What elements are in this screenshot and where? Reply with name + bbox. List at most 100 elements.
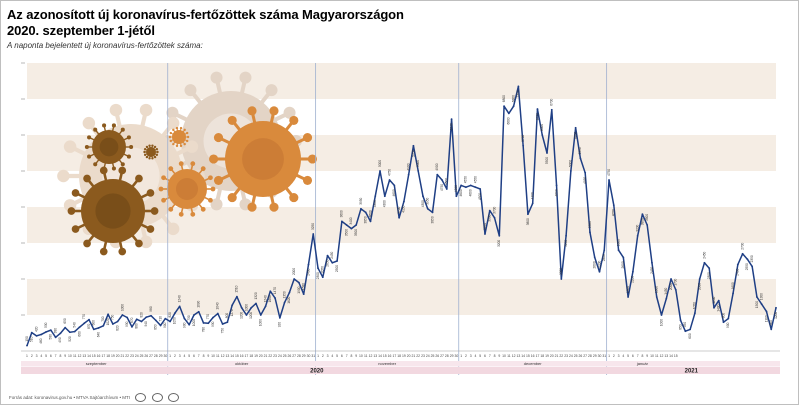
data-point [307, 263, 310, 266]
data-point [221, 323, 224, 325]
x-tick-label: 31 [602, 354, 606, 358]
data-point [674, 288, 677, 291]
x-tick-label: 24 [426, 354, 430, 358]
data-label: 820 [115, 325, 119, 331]
x-tick-label: 1 [460, 354, 462, 358]
data-label: 4750 [387, 169, 391, 176]
data-label: 6200 [573, 132, 577, 139]
x-tick-label: 11 [73, 354, 77, 358]
x-tick-label: 2 [31, 354, 33, 358]
data-label: 1000 [192, 319, 196, 326]
data-label: 4600 [459, 189, 463, 196]
x-tick-label: 31 [311, 354, 315, 358]
x-tick-label: 9 [64, 354, 66, 358]
x-tick-label: 2 [322, 354, 324, 358]
x-tick-label: 15 [92, 354, 96, 358]
data-point [679, 319, 682, 322]
data-point [531, 202, 534, 205]
virus-icon [168, 126, 190, 148]
x-tick-label: 22 [268, 354, 272, 358]
x-tick-label: 5 [627, 354, 629, 358]
x-tick-label: 14 [378, 354, 382, 358]
data-label: 3300 [588, 221, 592, 228]
x-tick-label: 20 [550, 354, 554, 358]
data-point [503, 105, 505, 108]
data-label: 2500 [335, 265, 339, 272]
data-label: 1050 [173, 317, 177, 324]
data-label: 1600 [731, 282, 735, 289]
data-point [216, 312, 219, 315]
data-label: 4900 [435, 163, 439, 170]
x-tick-label: 1 [608, 354, 610, 358]
data-point [102, 324, 105, 327]
x-tick-label: 3 [179, 354, 181, 358]
data-point [612, 204, 615, 207]
x-tick-label: 10 [211, 354, 215, 358]
data-label: 5000 [378, 160, 382, 167]
data-point [312, 233, 315, 235]
data-point [350, 227, 353, 230]
x-tick-label: 15 [526, 354, 530, 358]
data-point [379, 170, 381, 172]
data-point [402, 200, 405, 203]
data-point [274, 297, 276, 299]
year-label: 2021 [685, 369, 699, 375]
x-tick-label: 28 [297, 354, 301, 358]
x-tick-label: 3 [36, 354, 38, 358]
data-label: 780 [201, 327, 205, 333]
data-label: 800 [225, 313, 229, 319]
data-point [765, 310, 768, 313]
data-label: 1000 [244, 304, 248, 311]
x-tick-label: 30 [598, 354, 602, 358]
x-tick-label: 12 [512, 354, 516, 358]
data-label: 5700 [411, 150, 415, 157]
x-tick-label: 16 [388, 354, 392, 358]
x-tick-label: 4 [40, 354, 42, 358]
data-point [703, 261, 706, 264]
data-label: 4900 [406, 163, 410, 170]
data-label: 640 [96, 332, 100, 338]
chart-title: Az azonosított új koronavírus-fertőzötte… [7, 7, 404, 22]
data-label: 750 [220, 328, 224, 334]
data-point [727, 317, 730, 320]
data-label: 6800 [502, 95, 506, 102]
data-label: 1300 [760, 293, 764, 300]
x-tick-label: 25 [574, 354, 578, 358]
data-label: 900 [726, 322, 730, 328]
data-label: 920 [278, 322, 282, 328]
data-label: 2200 [597, 260, 601, 267]
x-tick-label: 7 [198, 354, 200, 358]
data-point [121, 314, 124, 316]
data-label: 3700 [492, 206, 496, 213]
data-point [259, 314, 262, 316]
month-label: december [524, 361, 542, 366]
data-point [498, 234, 501, 237]
data-point [212, 316, 214, 319]
x-axis: 1 2 3 4 5 6 7 8 9 10 11 12 13 14 15 16 17 18 19 20 21 22 23 24 2… [21, 350, 780, 375]
data-label: 510 [30, 336, 34, 342]
data-label: 3200 [497, 240, 501, 247]
data-label: 4100 [531, 192, 535, 199]
x-tick-label: 27 [583, 354, 587, 358]
data-label: 1200 [240, 312, 244, 319]
data-label: 4300 [454, 185, 458, 192]
data-point [231, 304, 234, 307]
data-point [426, 207, 429, 210]
data-label: 540 [73, 322, 77, 328]
x-tick-label: 18 [540, 354, 544, 358]
data-point [73, 330, 76, 333]
data-point [736, 263, 739, 266]
data-point [326, 254, 329, 257]
data-point [589, 231, 591, 234]
data-label: 2450 [650, 267, 654, 274]
data-point [140, 320, 143, 323]
data-point [422, 195, 424, 198]
data-point [202, 322, 205, 324]
data-label: 3700 [397, 206, 401, 213]
x-tick-label: 20 [116, 354, 120, 358]
data-point [78, 326, 81, 329]
data-point [30, 331, 33, 334]
data-label: 660 [77, 331, 81, 337]
data-label: 600 [688, 333, 692, 339]
data-point [393, 184, 396, 187]
